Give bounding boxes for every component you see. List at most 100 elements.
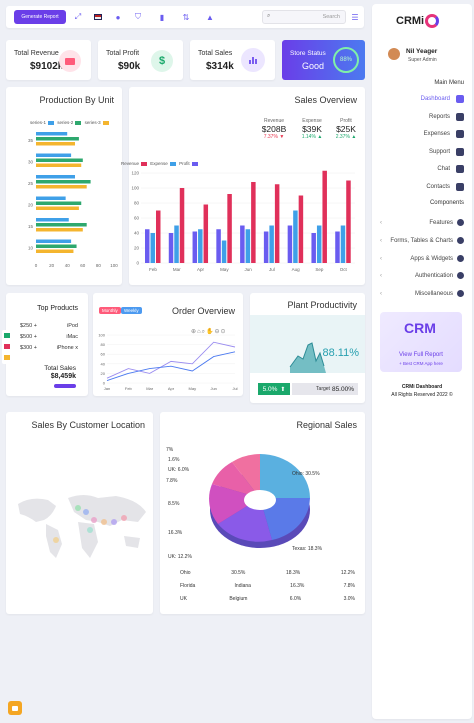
chat-fab[interactable] — [8, 701, 22, 715]
y-tick-label: 20 — [101, 371, 106, 376]
bar — [36, 153, 72, 157]
calendar-icon[interactable] — [4, 333, 10, 338]
chevron-left-icon: ‹ — [380, 237, 382, 244]
reports-icon — [456, 113, 464, 121]
pie-label: 1.6% — [168, 457, 180, 463]
sidebar-item-authentication[interactable]: ‹ Authentication — [380, 272, 464, 279]
x-tick-label: 20 — [49, 263, 55, 268]
y-tick-label: 80 — [134, 201, 140, 206]
sidebar-item-reports[interactable]: Reports — [429, 113, 464, 121]
x-tick-label: Feb — [125, 386, 133, 391]
generate-report-button[interactable]: Generate Report — [14, 10, 66, 24]
x-tick-label: 60 — [80, 263, 86, 268]
y-tick-label: 15 — [28, 224, 34, 229]
avatar[interactable] — [388, 48, 400, 60]
zoom-in-icon[interactable]: ⊕ — [191, 329, 198, 335]
bar — [216, 229, 221, 263]
bell-icon[interactable]: ▲ — [206, 12, 214, 22]
features-icon — [457, 219, 464, 226]
sidebar-item-expenses[interactable]: Expenses — [424, 130, 464, 138]
production-card: Production By Unit series-1 series-2 ser… — [6, 87, 122, 285]
bar — [36, 206, 79, 210]
x-tick-label: Aug — [292, 267, 301, 272]
order-overview-title: Order Overview — [171, 306, 235, 316]
bar — [221, 240, 227, 263]
sidebar-item-support[interactable]: Support — [429, 148, 464, 156]
y-tick-label: 80 — [101, 342, 106, 347]
zoom-icon[interactable]: ⌕ — [201, 329, 207, 335]
bar — [36, 228, 83, 232]
sidebar-item-apps[interactable]: ‹ Apps & Widgets — [380, 255, 464, 262]
x-tick-label: Feb — [149, 267, 157, 272]
bar — [263, 231, 269, 263]
stat-value: $9102k — [30, 61, 64, 72]
total-sales-value: $8,459k — [50, 373, 76, 380]
search-input[interactable]: ⌕ Search — [262, 10, 346, 24]
sliders-icon[interactable]: ⇅ — [182, 12, 190, 22]
file-icon[interactable]: ▮ — [159, 12, 165, 22]
bar — [145, 229, 150, 263]
arrow-up-icon: ⬆ — [280, 386, 286, 393]
document-icon[interactable] — [4, 344, 10, 349]
pan-icon[interactable]: ✋ — [206, 329, 215, 335]
x-tick-label: 100 — [110, 263, 118, 268]
zoom-out-icon[interactable]: ⊖ — [214, 329, 221, 335]
flag-icon[interactable] — [92, 11, 104, 23]
tab-monthly[interactable]: Monthly — [99, 307, 121, 314]
sidebar-item-forms[interactable]: ‹ Forms, Tables & Charts — [380, 237, 464, 244]
sales-overview-card: Sales Overview Revenue $208B 7.37% ▼ Exp… — [121, 87, 365, 285]
y-tick-label: 25 — [28, 181, 34, 186]
messages-icon[interactable]: ● — [115, 12, 121, 22]
fullscreen-icon[interactable]: ⤢ — [74, 12, 82, 21]
folder-icon[interactable] — [4, 355, 10, 360]
logo[interactable]: CRMi — [396, 14, 440, 28]
stat-label: Total Revenue — [14, 50, 59, 57]
order-overview-card: Monthly Weekly Order Overview ⊕⌂⌕✋⊖⊙ 100… — [93, 293, 243, 396]
plant-productivity-card: Plant Productivity 88.11% 5.0% ⬆ Target 85… — [250, 293, 365, 403]
sidebar-item-miscellaneous[interactable]: ‹ Miscellaneous — [380, 290, 464, 297]
sidebar-item-contacts[interactable]: Contacts — [426, 183, 464, 191]
bar — [36, 132, 68, 136]
trend-up-icon: ▲ — [351, 134, 357, 140]
view-full-report-link[interactable]: View Full Report — [399, 352, 443, 358]
production-title: Production By Unit — [39, 95, 114, 105]
pie-label: UK: 6.0% — [168, 467, 190, 473]
sidebar-item-features[interactable]: ‹ Features — [380, 219, 464, 226]
pie-label: 16.3% — [168, 530, 183, 536]
reset-icon[interactable]: ⊙ — [220, 329, 227, 335]
x-tick-label: Apr — [168, 386, 175, 391]
home-icon[interactable]: ⌂ — [197, 329, 202, 335]
components-heading: Components — [429, 200, 464, 206]
sidebar-item-dashboard[interactable]: Dashboard — [421, 95, 464, 103]
bar — [36, 223, 87, 227]
cart-icon[interactable]: ⛉ — [135, 12, 141, 21]
expenses-icon — [456, 130, 464, 138]
stat-value: $90k — [118, 61, 141, 72]
x-tick-label: Oct — [340, 267, 348, 272]
x-tick-label: Sep — [315, 267, 324, 272]
product-row[interactable]: $500 + iMac — [20, 334, 78, 340]
sales-overview-title: Sales Overview — [294, 95, 357, 105]
x-tick-label: 0 — [35, 263, 38, 268]
bar — [227, 194, 232, 263]
bar — [245, 229, 251, 263]
product-row[interactable]: $250 + iPod — [20, 323, 78, 329]
support-icon — [456, 148, 464, 156]
product-row[interactable]: $300 + iPhone x — [20, 345, 78, 351]
sidebar-footer-title: CRMi Dashboard — [401, 384, 443, 390]
bar — [346, 180, 351, 263]
stat-label: Total Profit — [106, 50, 140, 57]
menu-icon[interactable]: ☰ — [351, 12, 359, 22]
stat-card-sales: Total Sales $314k — [190, 40, 275, 80]
sidebar-item-chat[interactable]: Chat — [437, 165, 464, 173]
x-tick-label: 40 — [65, 263, 71, 268]
search-placeholder: Search — [322, 14, 340, 20]
bar — [198, 229, 203, 263]
sales-legend: Revenue Expense Profit — [121, 161, 200, 166]
tab-weekly[interactable]: Weekly — [121, 307, 142, 314]
y-tick-label: 0 — [103, 381, 106, 386]
authentication-icon — [457, 272, 464, 279]
x-tick-label: Mar — [146, 386, 154, 391]
bar — [36, 218, 69, 222]
